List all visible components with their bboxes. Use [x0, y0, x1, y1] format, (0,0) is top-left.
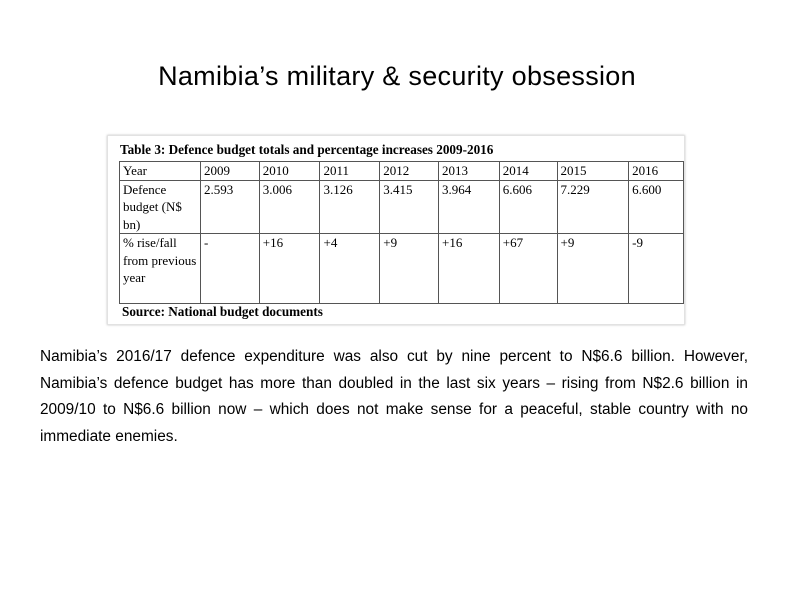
- header-cell: 2010: [258, 161, 321, 181]
- table-header-row: Year 2009 2010 2011 2012 2013 2014 2015 …: [119, 161, 684, 181]
- body-paragraph: Namibia’s 2016/17 defence expenditure wa…: [40, 348, 748, 445]
- table-cell: +16: [258, 233, 321, 304]
- header-cell-year: Year: [119, 161, 201, 181]
- header-cell: 2016: [628, 161, 684, 181]
- header-cell: 2014: [498, 161, 558, 181]
- header-cell: 2011: [319, 161, 381, 181]
- row-label-cell: Defence budget (N$ bn): [119, 179, 201, 234]
- table-cell: 3.415: [379, 179, 439, 234]
- table-cell: +67: [498, 233, 558, 304]
- table-cell: 3.126: [319, 179, 381, 234]
- header-cell: 2013: [438, 161, 500, 181]
- row-label: Defence budget (N$ bn): [123, 181, 182, 232]
- row-label: % rise/fall from previous year: [123, 235, 197, 285]
- table-cell: +4: [319, 233, 381, 304]
- table-cell: -9: [628, 233, 684, 304]
- table-cell: 3.964: [438, 179, 500, 234]
- table-cell: 6.600: [628, 179, 684, 234]
- table-source-note: Source: National budget documents: [122, 304, 323, 319]
- table-row: % rise/fall from previous year - +16 +4 …: [119, 233, 684, 304]
- header-cell: 2012: [379, 161, 439, 181]
- table-cell: 6.606: [498, 179, 558, 234]
- row-label-cell: % rise/fall from previous year: [119, 233, 201, 304]
- header-cell: 2009: [199, 161, 260, 181]
- table-figure: Table 3: Defence budget totals and perce…: [107, 135, 685, 325]
- defence-budget-table: Year 2009 2010 2011 2012 2013 2014 2015 …: [119, 161, 684, 304]
- header-cell: 2015: [556, 161, 630, 181]
- table-cell: -: [199, 233, 260, 304]
- table-caption: Table 3: Defence budget totals and perce…: [120, 142, 494, 157]
- slide-title: Namibia’s military & security obsession: [158, 61, 636, 91]
- table-row: Defence budget (N$ bn) 2.593 3.006 3.126…: [119, 179, 684, 234]
- table-cell: +9: [556, 233, 630, 304]
- table-cell: 3.006: [258, 179, 321, 234]
- table-cell: 7.229: [556, 179, 630, 234]
- table-cell: +9: [379, 233, 439, 304]
- table-cell: +16: [438, 233, 500, 304]
- table-cell: 2.593: [199, 179, 260, 234]
